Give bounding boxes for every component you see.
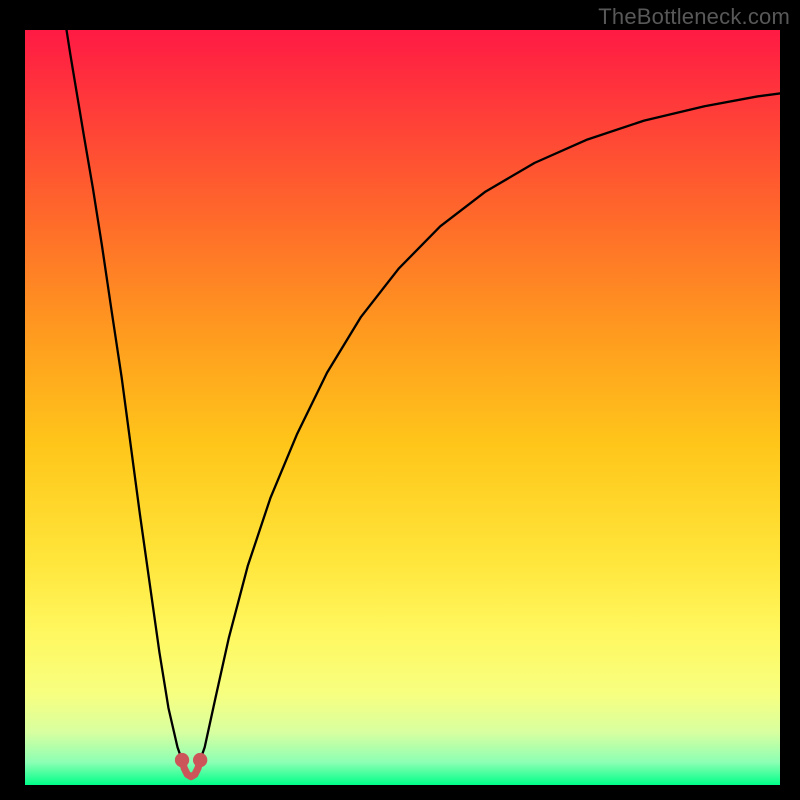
curve-overlay [25, 30, 780, 785]
watermark-text: TheBottleneck.com [598, 4, 790, 30]
curve-right [200, 93, 780, 760]
plot-area [25, 30, 780, 785]
curve-left [67, 30, 183, 760]
marker-1 [193, 753, 207, 767]
chart-frame: TheBottleneck.com [0, 0, 800, 800]
marker-0 [175, 753, 189, 767]
